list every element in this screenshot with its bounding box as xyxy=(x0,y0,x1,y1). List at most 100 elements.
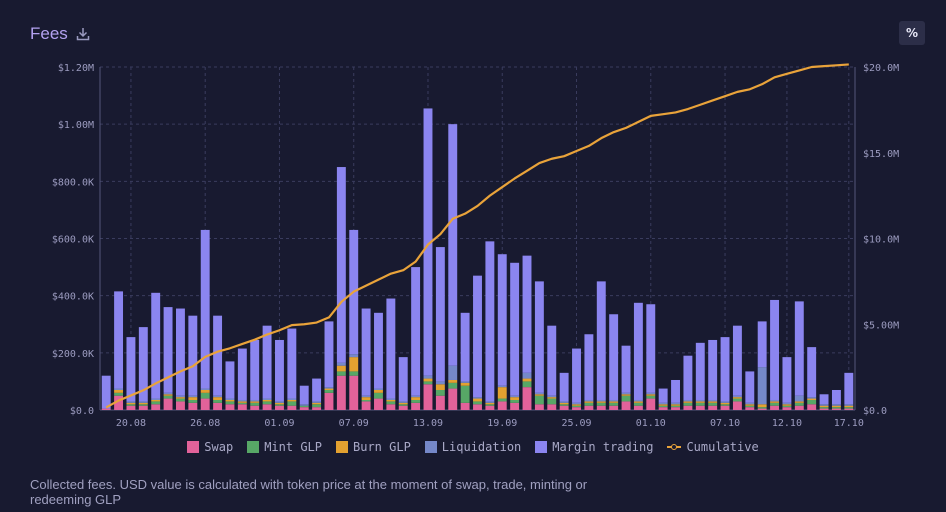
x-tick-label: 17.10 xyxy=(834,418,864,429)
bar-margin xyxy=(374,312,383,389)
bar-liquidation xyxy=(200,388,210,390)
bar-liquidation xyxy=(831,404,841,406)
bar-margin xyxy=(522,255,532,373)
bar-swap xyxy=(324,392,334,410)
legend-item-margin[interactable]: Margin trading xyxy=(535,440,653,454)
bar-margin xyxy=(831,389,841,405)
y-right-tick-label: $0.0 xyxy=(863,406,887,417)
bar-burn xyxy=(695,401,705,403)
bar-mint xyxy=(262,401,272,405)
bar-liquidation xyxy=(250,399,260,402)
bar-swap xyxy=(299,407,309,410)
bar-liquidation xyxy=(794,395,804,402)
bar-margin xyxy=(782,357,792,403)
bar-burn xyxy=(398,402,408,405)
bar-margin xyxy=(720,337,730,402)
bar-liquidation xyxy=(386,398,396,400)
bar-burn xyxy=(497,387,507,399)
bar-burn xyxy=(188,397,198,400)
bar-margin xyxy=(732,325,742,396)
bar-burn xyxy=(633,401,643,403)
bar-mint xyxy=(658,405,668,408)
bar-swap xyxy=(770,405,780,410)
bar-liquidation xyxy=(485,401,495,403)
bar-margin xyxy=(237,348,247,400)
bar-mint xyxy=(287,401,297,406)
bar-mint xyxy=(633,402,643,406)
legend-item-liquidation[interactable]: Liquidation xyxy=(424,440,522,454)
bar-swap xyxy=(398,405,408,410)
bar-mint xyxy=(695,402,705,406)
bar-swap xyxy=(720,405,730,410)
bar-swap xyxy=(151,404,161,410)
bar-swap xyxy=(250,405,260,410)
bar-margin xyxy=(794,301,804,396)
legend-item-mint[interactable]: Mint GLP xyxy=(247,440,322,454)
bar-liquidation xyxy=(683,399,693,402)
bar-mint xyxy=(770,402,780,406)
bar-liquidation xyxy=(559,401,569,403)
bar-liquidation xyxy=(287,398,297,400)
bar-swap xyxy=(782,407,792,410)
bar-burn xyxy=(460,382,470,386)
bar-burn xyxy=(435,384,445,390)
bar-margin xyxy=(807,347,817,398)
bar-mint xyxy=(559,404,569,406)
bar-burn xyxy=(225,399,235,402)
legend-item-burn[interactable]: Burn GLP xyxy=(336,440,411,454)
bar-liquidation xyxy=(163,392,173,395)
bar-liquidation xyxy=(138,401,148,403)
bar-margin xyxy=(609,314,619,400)
bar-liquidation xyxy=(572,402,581,405)
bar-liquidation xyxy=(151,398,161,400)
bar-mint xyxy=(114,392,124,396)
bar-swap xyxy=(534,404,544,410)
bar-mint xyxy=(213,399,223,403)
bar-liquidation xyxy=(497,385,507,388)
bar-burn xyxy=(374,389,383,393)
bar-margin xyxy=(411,267,421,396)
bar-liquidation xyxy=(708,399,718,402)
bar-liquidation xyxy=(349,354,359,358)
bar-margin xyxy=(448,124,458,366)
bar-swap xyxy=(596,405,606,410)
title-row: Fees xyxy=(30,24,90,44)
bar-margin xyxy=(547,325,557,396)
y-left-tick-label: $600.0K xyxy=(52,235,94,246)
y-left-tick-label: $400.0K xyxy=(52,292,94,303)
bar-mint xyxy=(163,395,173,399)
bar-swap xyxy=(126,405,136,410)
bar-mint xyxy=(534,395,544,405)
bar-margin xyxy=(163,307,173,393)
bar-margin xyxy=(683,355,693,400)
bar-mint xyxy=(708,402,718,406)
bar-swap xyxy=(671,407,680,410)
x-tick-label: 07.10 xyxy=(710,418,740,429)
bar-swap xyxy=(794,405,804,410)
bar-burn xyxy=(720,402,730,405)
bar-swap xyxy=(262,404,272,410)
bar-burn xyxy=(312,402,322,405)
page-title: Fees xyxy=(30,24,68,43)
bar-margin xyxy=(770,299,780,400)
bar-margin xyxy=(262,325,272,399)
bar-liquidation xyxy=(361,395,371,398)
bar-burn xyxy=(831,405,841,408)
bar-mint xyxy=(200,392,210,399)
percent-toggle-button[interactable]: % xyxy=(899,21,925,45)
download-icon[interactable] xyxy=(76,27,90,41)
bar-margin xyxy=(312,378,322,402)
bar-swap xyxy=(336,375,346,410)
bar-liquidation xyxy=(336,362,346,366)
bar-liquidation xyxy=(522,372,532,379)
legend-label: Liquidation xyxy=(441,440,522,454)
bar-margin xyxy=(621,345,631,393)
bar-swap xyxy=(287,405,297,410)
y-right-tick-label: $20.0M xyxy=(863,63,899,74)
bar-margin xyxy=(225,361,235,399)
bar-mint xyxy=(448,382,458,389)
bar-burn xyxy=(732,397,742,399)
legend-item-cumulative[interactable]: Cumulative xyxy=(667,440,759,454)
legend-item-swap[interactable]: Swap xyxy=(187,440,233,454)
bar-liquidation xyxy=(720,401,730,403)
